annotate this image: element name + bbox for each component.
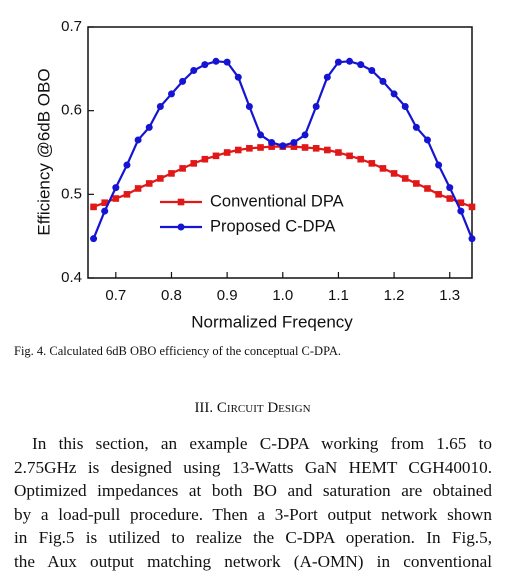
data-point — [234, 146, 242, 154]
data-point — [156, 102, 164, 110]
y-tick-label: 0.5 — [61, 185, 82, 202]
data-point — [368, 160, 376, 167]
section-heading: III. Circuit Design — [194, 400, 311, 416]
x-tick-label: 0.9 — [217, 287, 238, 304]
data-point — [423, 136, 431, 144]
legend-label: Proposed C-DPA — [210, 217, 335, 235]
x-tick-label: 1.2 — [384, 287, 405, 304]
data-point — [145, 180, 153, 187]
data-point — [257, 144, 264, 151]
data-point — [268, 143, 275, 150]
data-point — [379, 165, 387, 172]
data-point — [268, 138, 276, 146]
data-point — [246, 145, 253, 152]
data-point — [413, 180, 420, 187]
data-point — [346, 152, 353, 160]
data-point — [346, 57, 354, 65]
data-point — [223, 58, 231, 66]
data-point — [179, 165, 186, 172]
data-point — [368, 67, 376, 75]
text-line: 2.75GHz is designed using 13-Watts GaN H… — [14, 457, 492, 477]
data-point — [279, 142, 287, 150]
data-point — [323, 73, 331, 81]
data-point — [112, 184, 120, 192]
series-line — [92, 60, 474, 240]
data-point — [223, 149, 231, 156]
data-point — [301, 131, 309, 139]
data-point — [190, 160, 198, 167]
data-point — [257, 131, 265, 139]
y-tick-label: 0.6 — [61, 102, 82, 119]
data-point — [168, 170, 175, 177]
plot-frame — [87, 26, 473, 279]
text-line: by a load-pull procedure. Then a 3-Port … — [14, 504, 492, 524]
chart: Efficiency @6dB OBO Normalized Freqency … — [34, 18, 476, 331]
data-point — [101, 207, 109, 215]
data-point — [101, 199, 108, 206]
data-point — [134, 136, 142, 144]
text-line: in Fig.5 is utilized to realize the C-DP… — [14, 528, 492, 547]
data-point — [212, 57, 220, 65]
figure-caption: Fig. 4. Calculated 6dB OBO efficiency of… — [14, 344, 342, 358]
data-point — [190, 67, 198, 75]
data-point — [90, 203, 97, 211]
text-line: In this section, an example C-DPA workin… — [32, 434, 492, 453]
data-point — [335, 149, 342, 156]
legend-label: Conventional DPA — [210, 192, 344, 210]
data-point — [90, 235, 98, 243]
data-point — [468, 235, 476, 243]
data-point — [290, 143, 298, 150]
data-point — [112, 195, 120, 202]
data-point — [379, 77, 387, 85]
y-tick-label: 0.4 — [61, 269, 82, 286]
data-point — [179, 77, 187, 85]
data-point — [457, 199, 465, 206]
y-tick-label: 0.7 — [61, 18, 82, 35]
data-point — [123, 161, 131, 169]
data-point — [401, 175, 409, 182]
data-point — [312, 102, 320, 110]
text-line: Optimized impedances at both BO and satu… — [14, 481, 492, 500]
data-point — [401, 102, 409, 110]
text-line: the Aux output matching network (A-OMN) … — [14, 551, 492, 571]
data-point — [201, 155, 209, 163]
x-tick-label: 0.7 — [105, 287, 126, 304]
y-axis-label: Efficiency @6dB OBO — [34, 68, 53, 235]
data-point — [167, 90, 175, 98]
legend-marker — [177, 223, 185, 231]
data-point — [212, 152, 220, 160]
data-point — [412, 123, 420, 131]
data-point — [435, 191, 442, 198]
data-point — [312, 145, 320, 152]
data-point — [357, 155, 364, 163]
data-point — [424, 185, 431, 192]
data-point — [446, 184, 454, 192]
x-tick-label: 1.0 — [272, 287, 293, 304]
data-point — [468, 203, 476, 211]
paragraph: In this section, an example C-DPA workin… — [14, 432, 492, 573]
x-tick-label: 0.8 — [161, 287, 182, 304]
data-point — [157, 175, 164, 182]
data-point — [145, 123, 153, 131]
data-point — [123, 191, 131, 198]
data-point — [334, 58, 342, 66]
data-point — [324, 146, 331, 154]
data-point — [457, 207, 465, 215]
data-point — [245, 102, 253, 110]
data-point — [290, 138, 298, 146]
data-point — [201, 61, 209, 69]
data-point — [446, 195, 454, 202]
data-point — [134, 185, 142, 192]
data-point — [234, 73, 242, 81]
x-tick-label: 1.1 — [328, 287, 349, 304]
data-point — [390, 170, 398, 177]
data-point — [357, 61, 365, 69]
data-point — [301, 144, 309, 151]
x-axis-label: Normalized Freqency — [191, 312, 353, 331]
data-point — [390, 90, 398, 98]
x-tick-label: 1.3 — [439, 287, 460, 304]
data-point — [435, 161, 443, 169]
legend-marker — [177, 198, 185, 206]
